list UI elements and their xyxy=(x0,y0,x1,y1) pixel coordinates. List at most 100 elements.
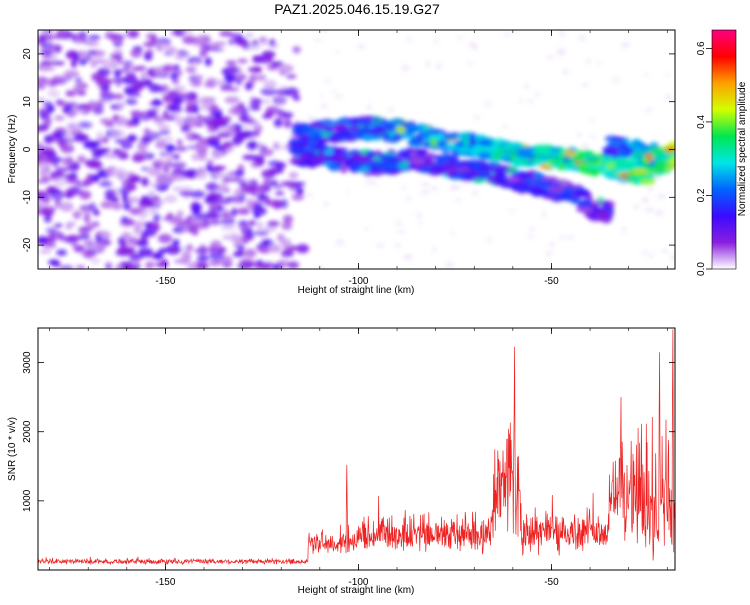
spectrogram-cell xyxy=(45,235,56,245)
y-tick-label: 10 xyxy=(22,96,33,108)
spectrogram-signal-cell xyxy=(644,153,654,162)
spectrogram-cell xyxy=(46,105,55,113)
spectrogram-xlabel: Height of straight line (km) xyxy=(298,285,415,296)
spectrogram-cell xyxy=(103,153,119,159)
spectrogram-cell xyxy=(78,50,87,60)
y-tick-label: -20 xyxy=(22,237,33,252)
spectrogram-cell xyxy=(633,204,640,210)
spectrogram-signal-cell xyxy=(409,158,426,165)
spectrogram-cell xyxy=(222,141,232,148)
spectrogram-cell xyxy=(122,60,134,66)
spectrogram-cell xyxy=(49,190,65,201)
spectrogram-signal-cell xyxy=(334,147,348,154)
spectrogram-cell xyxy=(215,145,227,151)
spectrogram-cell xyxy=(111,77,127,84)
spectrogram-cell xyxy=(388,106,394,114)
spectrogram-cell xyxy=(211,151,222,159)
spectrogram-cell xyxy=(268,38,276,46)
spectrogram-cell xyxy=(126,119,136,128)
spectrogram-cell xyxy=(173,64,180,72)
spectrogram-cell xyxy=(237,224,249,229)
spectrogram-signal-cell xyxy=(574,152,585,162)
spectrogram-cell xyxy=(513,30,519,34)
spectrogram-cell xyxy=(85,40,97,46)
spectrogram-cell xyxy=(88,35,101,40)
spectrogram-cell xyxy=(75,181,90,188)
spectrogram-signal-cell xyxy=(357,119,369,125)
spectrogram-cell xyxy=(194,74,204,81)
spectrogram-cell xyxy=(226,87,240,92)
spectrogram-cell xyxy=(140,71,148,81)
spectrogram-cell xyxy=(253,204,263,209)
spectrogram-cell xyxy=(189,190,206,199)
spectrogram-cell xyxy=(590,118,595,123)
spectrogram-cell xyxy=(363,227,369,231)
spectrogram-signal-cell xyxy=(562,155,571,164)
spectrogram-cell xyxy=(58,140,67,149)
snr-frame xyxy=(37,327,676,571)
spectrogram-signal-cell xyxy=(532,147,547,156)
spectrogram-cell xyxy=(163,165,170,174)
spectrogram-cell xyxy=(262,99,271,104)
spectrogram-cell xyxy=(252,55,264,64)
spectrogram-cell xyxy=(220,217,236,226)
spectrogram-cell xyxy=(324,78,331,84)
spectrogram-signal-cell xyxy=(600,170,614,177)
spectrogram-cell xyxy=(245,32,255,39)
spectrogram-cell xyxy=(366,103,373,111)
spectrogram-cell xyxy=(147,208,159,215)
spectrogram-cell xyxy=(580,82,590,87)
spectrogram-signal-cell xyxy=(591,200,603,206)
spectrogram-cell xyxy=(159,130,171,135)
spectrogram-signal-cell xyxy=(548,185,565,194)
spectrogram-cell xyxy=(272,95,287,106)
spectrogram-cell xyxy=(209,104,219,112)
spectrogram-cell xyxy=(182,34,196,45)
spectrogram-cell xyxy=(191,227,199,236)
spectrogram-cell xyxy=(66,111,76,118)
spectrogram-cell xyxy=(462,181,472,185)
spectrogram-signal-cell xyxy=(307,136,321,141)
spectrogram-cell xyxy=(78,82,89,90)
spectrogram-cell xyxy=(466,42,477,47)
colorbar-tick-label: 0.0 xyxy=(696,262,707,276)
spectrogram-cell xyxy=(122,264,137,269)
spectrogram-cell xyxy=(192,104,200,114)
spectrogram-cell xyxy=(654,209,664,217)
spectrogram-signal-cell xyxy=(350,161,362,171)
spectrogram-cell xyxy=(484,101,493,107)
spectrogram-cell xyxy=(104,121,115,127)
spectrogram-signal-cell xyxy=(611,136,626,142)
spectrogram-cell xyxy=(652,176,662,181)
spectrogram-signal-cell xyxy=(419,125,431,131)
spectrogram-cell xyxy=(454,198,463,202)
spectrogram-cell xyxy=(191,205,201,216)
spectrogram-cell xyxy=(175,117,186,126)
spectrogram-cell xyxy=(170,71,179,81)
spectrogram-cell xyxy=(101,118,116,123)
spectrogram-cell xyxy=(147,252,156,259)
spectrogram-cell xyxy=(198,105,211,112)
spectrogram-cell xyxy=(227,39,236,45)
spectrogram-cell xyxy=(256,159,265,165)
spectrogram-cell xyxy=(150,33,158,44)
spectrogram-cell xyxy=(313,38,322,43)
spectrogram-cell xyxy=(647,254,655,259)
spectrogram-cell xyxy=(241,184,257,194)
spectrogram-cell xyxy=(125,30,140,39)
spectrogram-cell xyxy=(213,41,227,47)
x-tick-label: -50 xyxy=(544,577,559,588)
spectrogram-cell xyxy=(206,164,213,173)
spectrogram-cell xyxy=(82,239,95,245)
spectrogram-cell xyxy=(545,250,552,257)
spectrogram-cell xyxy=(38,84,46,90)
spectrogram-cell xyxy=(219,30,234,37)
spectrogram-cell xyxy=(41,54,52,59)
spectrogram-cell xyxy=(273,118,283,128)
snr-series-line xyxy=(38,329,675,566)
spectrogram-cell xyxy=(525,235,535,239)
spectrogram-signal-cell xyxy=(327,162,343,172)
spectrogram-signal-cell xyxy=(448,154,460,163)
spectrogram-cell xyxy=(239,181,247,187)
spectrogram-cell xyxy=(185,131,198,142)
